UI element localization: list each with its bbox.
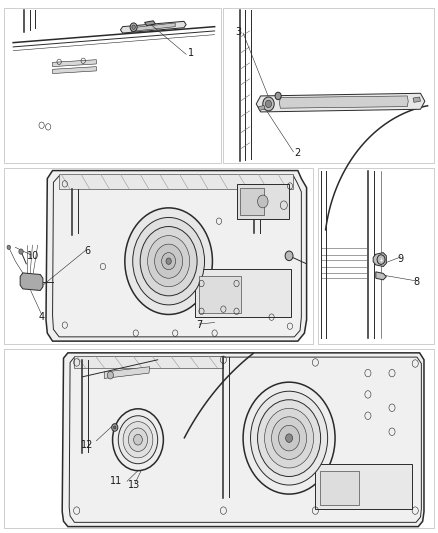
Bar — [237, 184, 289, 219]
Polygon shape — [53, 67, 96, 74]
Circle shape — [132, 25, 135, 29]
Polygon shape — [62, 353, 424, 527]
Bar — [199, 276, 241, 313]
Bar — [223, 8, 434, 163]
Circle shape — [112, 424, 118, 431]
Bar — [195, 269, 291, 317]
Circle shape — [285, 251, 293, 261]
Circle shape — [7, 245, 11, 249]
Circle shape — [265, 100, 272, 108]
Polygon shape — [145, 21, 155, 26]
Text: 4: 4 — [39, 312, 45, 322]
Polygon shape — [256, 93, 425, 112]
Circle shape — [272, 417, 307, 459]
Circle shape — [251, 391, 328, 485]
Circle shape — [279, 425, 300, 451]
Circle shape — [243, 382, 335, 494]
Text: 10: 10 — [27, 251, 39, 261]
Circle shape — [275, 92, 281, 100]
Circle shape — [113, 426, 116, 429]
Circle shape — [166, 258, 171, 264]
Circle shape — [118, 416, 158, 464]
Polygon shape — [413, 97, 420, 102]
Circle shape — [128, 428, 148, 451]
Bar — [74, 356, 223, 368]
Circle shape — [125, 208, 212, 314]
Bar — [320, 471, 359, 505]
Bar — [4, 349, 434, 528]
Polygon shape — [20, 273, 43, 290]
Circle shape — [123, 422, 153, 458]
Bar — [318, 168, 434, 344]
Bar — [315, 464, 412, 509]
Text: 1: 1 — [187, 49, 194, 58]
Circle shape — [155, 244, 183, 278]
Polygon shape — [258, 106, 265, 110]
Circle shape — [263, 97, 274, 111]
Circle shape — [134, 434, 142, 445]
Circle shape — [148, 236, 190, 287]
Circle shape — [265, 408, 314, 468]
Circle shape — [113, 409, 163, 471]
Text: 2: 2 — [295, 148, 301, 158]
Circle shape — [258, 195, 268, 208]
Circle shape — [258, 400, 321, 477]
Text: 8: 8 — [413, 278, 419, 287]
Polygon shape — [131, 23, 175, 31]
Circle shape — [133, 217, 205, 305]
Polygon shape — [279, 96, 408, 108]
Polygon shape — [46, 171, 307, 341]
Polygon shape — [53, 60, 96, 67]
Circle shape — [286, 434, 293, 442]
Polygon shape — [376, 272, 386, 280]
Bar — [59, 174, 293, 189]
Polygon shape — [104, 367, 150, 378]
Circle shape — [130, 23, 137, 31]
Polygon shape — [120, 21, 186, 33]
Bar — [4, 168, 313, 344]
Text: 12: 12 — [81, 440, 94, 450]
Circle shape — [162, 253, 176, 270]
Text: 11: 11 — [110, 476, 122, 486]
Circle shape — [377, 255, 385, 264]
Text: 7: 7 — [196, 320, 202, 330]
Text: 6: 6 — [85, 246, 91, 255]
Text: 9: 9 — [398, 254, 404, 263]
Text: 13: 13 — [127, 480, 140, 490]
Circle shape — [140, 227, 197, 296]
Circle shape — [19, 249, 23, 254]
Bar — [240, 188, 264, 215]
Polygon shape — [373, 253, 386, 266]
Text: 3: 3 — [236, 27, 242, 37]
Bar — [4, 8, 221, 163]
Circle shape — [107, 372, 113, 379]
